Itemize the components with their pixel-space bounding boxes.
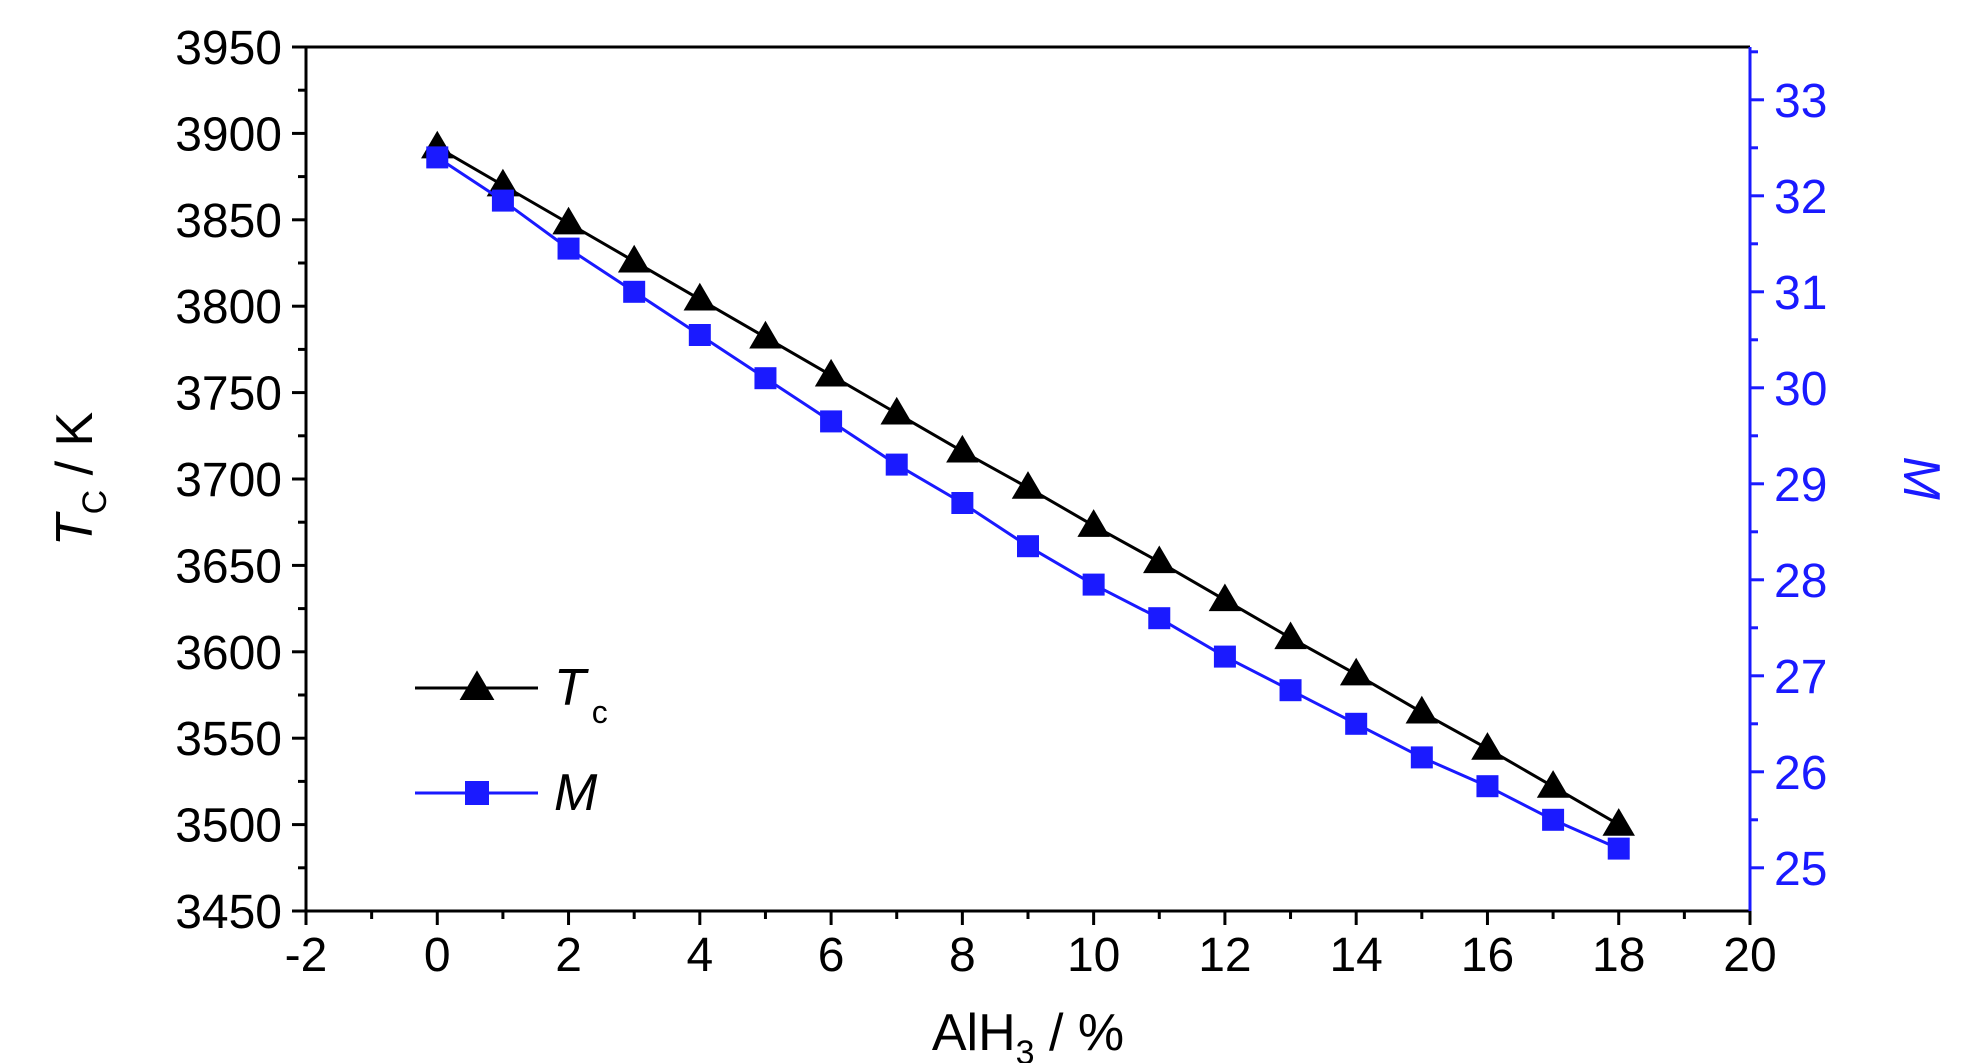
- m-point: [1410, 746, 1433, 769]
- tc-point: [617, 244, 651, 273]
- tc-point: [1274, 621, 1307, 650]
- x-tick-label: 14: [1329, 929, 1382, 982]
- x-tick-label: 12: [1198, 929, 1251, 982]
- y-right-tick-label: 30: [1774, 363, 1827, 416]
- y-right-tick-label: 26: [1774, 747, 1827, 800]
- y-left-tick-label: 3900: [175, 108, 282, 161]
- x-tick-label: 8: [949, 929, 976, 982]
- y-right-tick-label: 31: [1774, 267, 1827, 320]
- m-point: [820, 410, 843, 433]
- y-left-axis-title-rest: / K: [46, 412, 104, 490]
- m-point: [754, 367, 777, 390]
- m-point: [1213, 645, 1236, 668]
- x-tick-label: 20: [1723, 929, 1776, 982]
- tc-point: [1405, 695, 1439, 724]
- m-point: [1017, 535, 1039, 558]
- x-tick-label: 2: [555, 929, 582, 982]
- y-left-tick-label: 3750: [175, 368, 282, 421]
- m-point: [1148, 607, 1171, 630]
- y-left-tick-label: 3950: [175, 22, 282, 75]
- tc-point: [1077, 509, 1110, 537]
- m-point: [491, 189, 514, 212]
- x-tick-label: 16: [1461, 929, 1514, 982]
- y-right-axis-title: M: [1892, 456, 1950, 500]
- y-left-axis-title-symbol: T: [46, 511, 104, 546]
- y-left-tick-label: 3600: [175, 627, 282, 680]
- y-left-axis-title: TC / K: [46, 412, 114, 547]
- y-right-tick-label: 27: [1774, 651, 1827, 704]
- y-right-tick-label: 33: [1774, 75, 1827, 128]
- m-point: [951, 492, 974, 514]
- m-point: [426, 146, 449, 169]
- x-tick-label: 6: [818, 929, 845, 982]
- tc-point: [1143, 545, 1176, 574]
- m-point: [1345, 712, 1368, 735]
- m-point: [1607, 837, 1630, 860]
- m-point: [1542, 808, 1565, 831]
- tc-point: [1208, 583, 1242, 612]
- tc-point: [1602, 808, 1635, 836]
- x-axis: -2 0 2 4 6 8 10 12 14 16 18 20: [285, 911, 1777, 982]
- x-axis-title-rest: / %: [1035, 1004, 1125, 1062]
- y-left-tick-label: 3650: [175, 540, 282, 593]
- x-tick-label: 18: [1592, 929, 1645, 982]
- m-point: [1476, 775, 1499, 798]
- tc-point: [1011, 471, 1045, 499]
- tc-point: [683, 282, 717, 311]
- legend-label-sub: c: [592, 694, 608, 730]
- tc-point: [946, 434, 979, 463]
- x-tick-label: 10: [1067, 929, 1120, 982]
- legend-label-symbol: T: [554, 659, 589, 717]
- m-point: [557, 237, 580, 260]
- y-right-tick-label: 29: [1774, 459, 1827, 512]
- tc-point: [814, 358, 848, 387]
- x-axis-title-sub: 3: [1016, 1034, 1035, 1063]
- x-tick-label: 0: [424, 929, 451, 982]
- legend-label: M: [554, 764, 598, 822]
- m-point: [885, 453, 908, 476]
- y-left-tick-label: 3500: [175, 800, 282, 853]
- y-left-axis: 3450 3500 3550 3600 3650 3700 3750 3800 3850 3900…: [175, 22, 306, 939]
- m-point: [1082, 573, 1105, 596]
- y-right-tick-label: 32: [1774, 171, 1827, 224]
- tc-point: [1471, 732, 1504, 760]
- y-left-tick-label: 3450: [175, 886, 282, 939]
- y-left-tick-label: 3700: [175, 454, 282, 507]
- legend-square-marker: [465, 781, 489, 805]
- tc-point: [880, 396, 913, 425]
- tc-point: [552, 206, 585, 235]
- tc-point: [1536, 770, 1570, 798]
- tc-point: [749, 320, 782, 349]
- legend-label-symbol: M: [554, 764, 598, 822]
- m-point: [688, 324, 711, 346]
- tc-point: [486, 168, 520, 197]
- y-left-tick-label: 3550: [175, 713, 282, 766]
- y-left-tick-label: 3850: [175, 195, 282, 248]
- x-tick-label: 4: [686, 929, 713, 982]
- y-left-axis-title-sub: C: [76, 490, 114, 515]
- y-right-tick-label: 28: [1774, 555, 1827, 608]
- tc-point: [1339, 657, 1373, 686]
- y-right-tick-label: 25: [1774, 843, 1827, 896]
- m-point: [623, 280, 646, 303]
- legend-triangle-marker: [459, 670, 495, 700]
- m-point: [1279, 679, 1302, 702]
- x-axis-title: AlH3 / %: [932, 1004, 1124, 1063]
- y-left-tick-label: 3800: [175, 281, 282, 334]
- y-right-axis: 25 26 27 28 29 30 31 32 33: [1750, 50, 1827, 896]
- x-tick-label: -2: [285, 929, 328, 982]
- x-axis-title-main: AlH: [932, 1004, 1016, 1062]
- series-layer: [421, 130, 1635, 860]
